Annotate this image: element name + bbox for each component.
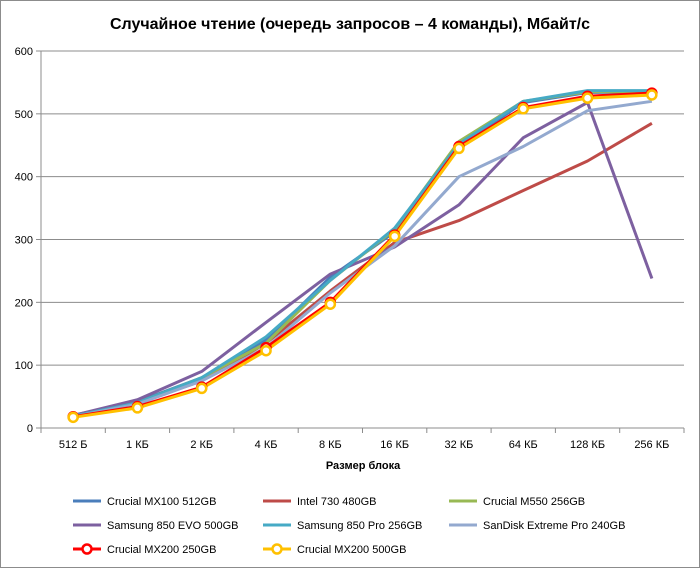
x-axis-ticks: 512 Б 1 КБ 2 КБ 4 КБ 8 КБ 16 КБ 32 КБ 64 КБ 128 … [40,428,685,451]
x-tick-label: 256 КБ [634,439,669,451]
grid-lines [41,50,684,429]
data-point-marker [581,92,594,104]
series-markers [67,87,658,424]
legend-marker [81,543,93,555]
x-tick-label: 64 КБ [509,439,538,451]
x-tick-label: 8 КБ [319,439,342,451]
y-tick-label: 500 [15,109,33,121]
legend-item: Samsung 850 Pro 256GB [263,520,422,532]
legend-item: Samsung 850 EVO 500GB [73,520,238,532]
x-tick-label: 32 КБ [444,439,473,451]
legend-item: Crucial M550 256GB [449,496,585,508]
x-axis-label: Размер блока [326,460,401,472]
legend-label: Crucial MX200 500GB [297,544,406,556]
x-tick-label: 16 КБ [380,439,409,451]
y-tick-label: 600 [15,46,33,58]
data-point-marker [131,402,144,414]
series-line-3 [72,101,654,417]
legend-item: Crucial MX200 250GB [73,543,216,556]
data-point-marker [67,411,79,424]
y-tick-label: 200 [15,297,33,309]
data-point-marker [324,298,337,310]
y-tick-label: 400 [15,172,33,184]
x-tick-label: 512 Б [59,439,88,451]
legend-label: Samsung 850 EVO 500GB [107,520,238,532]
x-tick-label: 1 КБ [126,439,149,451]
y-tick-label: 300 [15,235,33,247]
y-axis-ticks: 0 100 200 300 400 500 600 [15,46,41,435]
legend-item: SanDisk Extreme Pro 240GB [449,520,625,532]
series-line-4 [72,89,652,418]
data-point-marker [388,230,401,243]
legend-label: Crucial MX100 512GB [107,496,216,508]
data-point-marker [453,142,465,155]
y-tick-label: 100 [15,360,33,372]
x-tick-label: 2 КБ [190,439,213,451]
y-tick-label: 0 [27,423,33,435]
legend-item: Crucial MX200 500GB [263,543,406,556]
data-point-marker [260,344,272,357]
legend-label: Samsung 850 Pro 256GB [297,520,422,532]
x-tick-label: 128 КБ [570,439,605,451]
legend-label: SanDisk Extreme Pro 240GB [483,520,625,532]
axes [40,51,684,429]
legend-item: Intel 730 480GB [263,496,377,508]
data-point-marker [646,89,658,101]
legend-label: Crucial MX200 250GB [107,544,216,556]
legend-item: Crucial MX100 512GB [73,496,216,508]
legend: Crucial MX100 512GB Intel 730 480GB Crucia… [73,496,625,556]
data-point-marker [196,382,208,395]
chart-title: Случайное чтение (очередь запросов – 4 к… [110,16,590,33]
data-point-marker [517,103,529,115]
legend-label: Crucial M550 256GB [483,496,585,508]
legend-label: Intel 730 480GB [297,496,377,508]
series-line-7 [72,93,652,419]
series-lines [72,89,654,419]
legend-marker [271,543,283,555]
x-tick-label: 4 КБ [255,439,278,451]
